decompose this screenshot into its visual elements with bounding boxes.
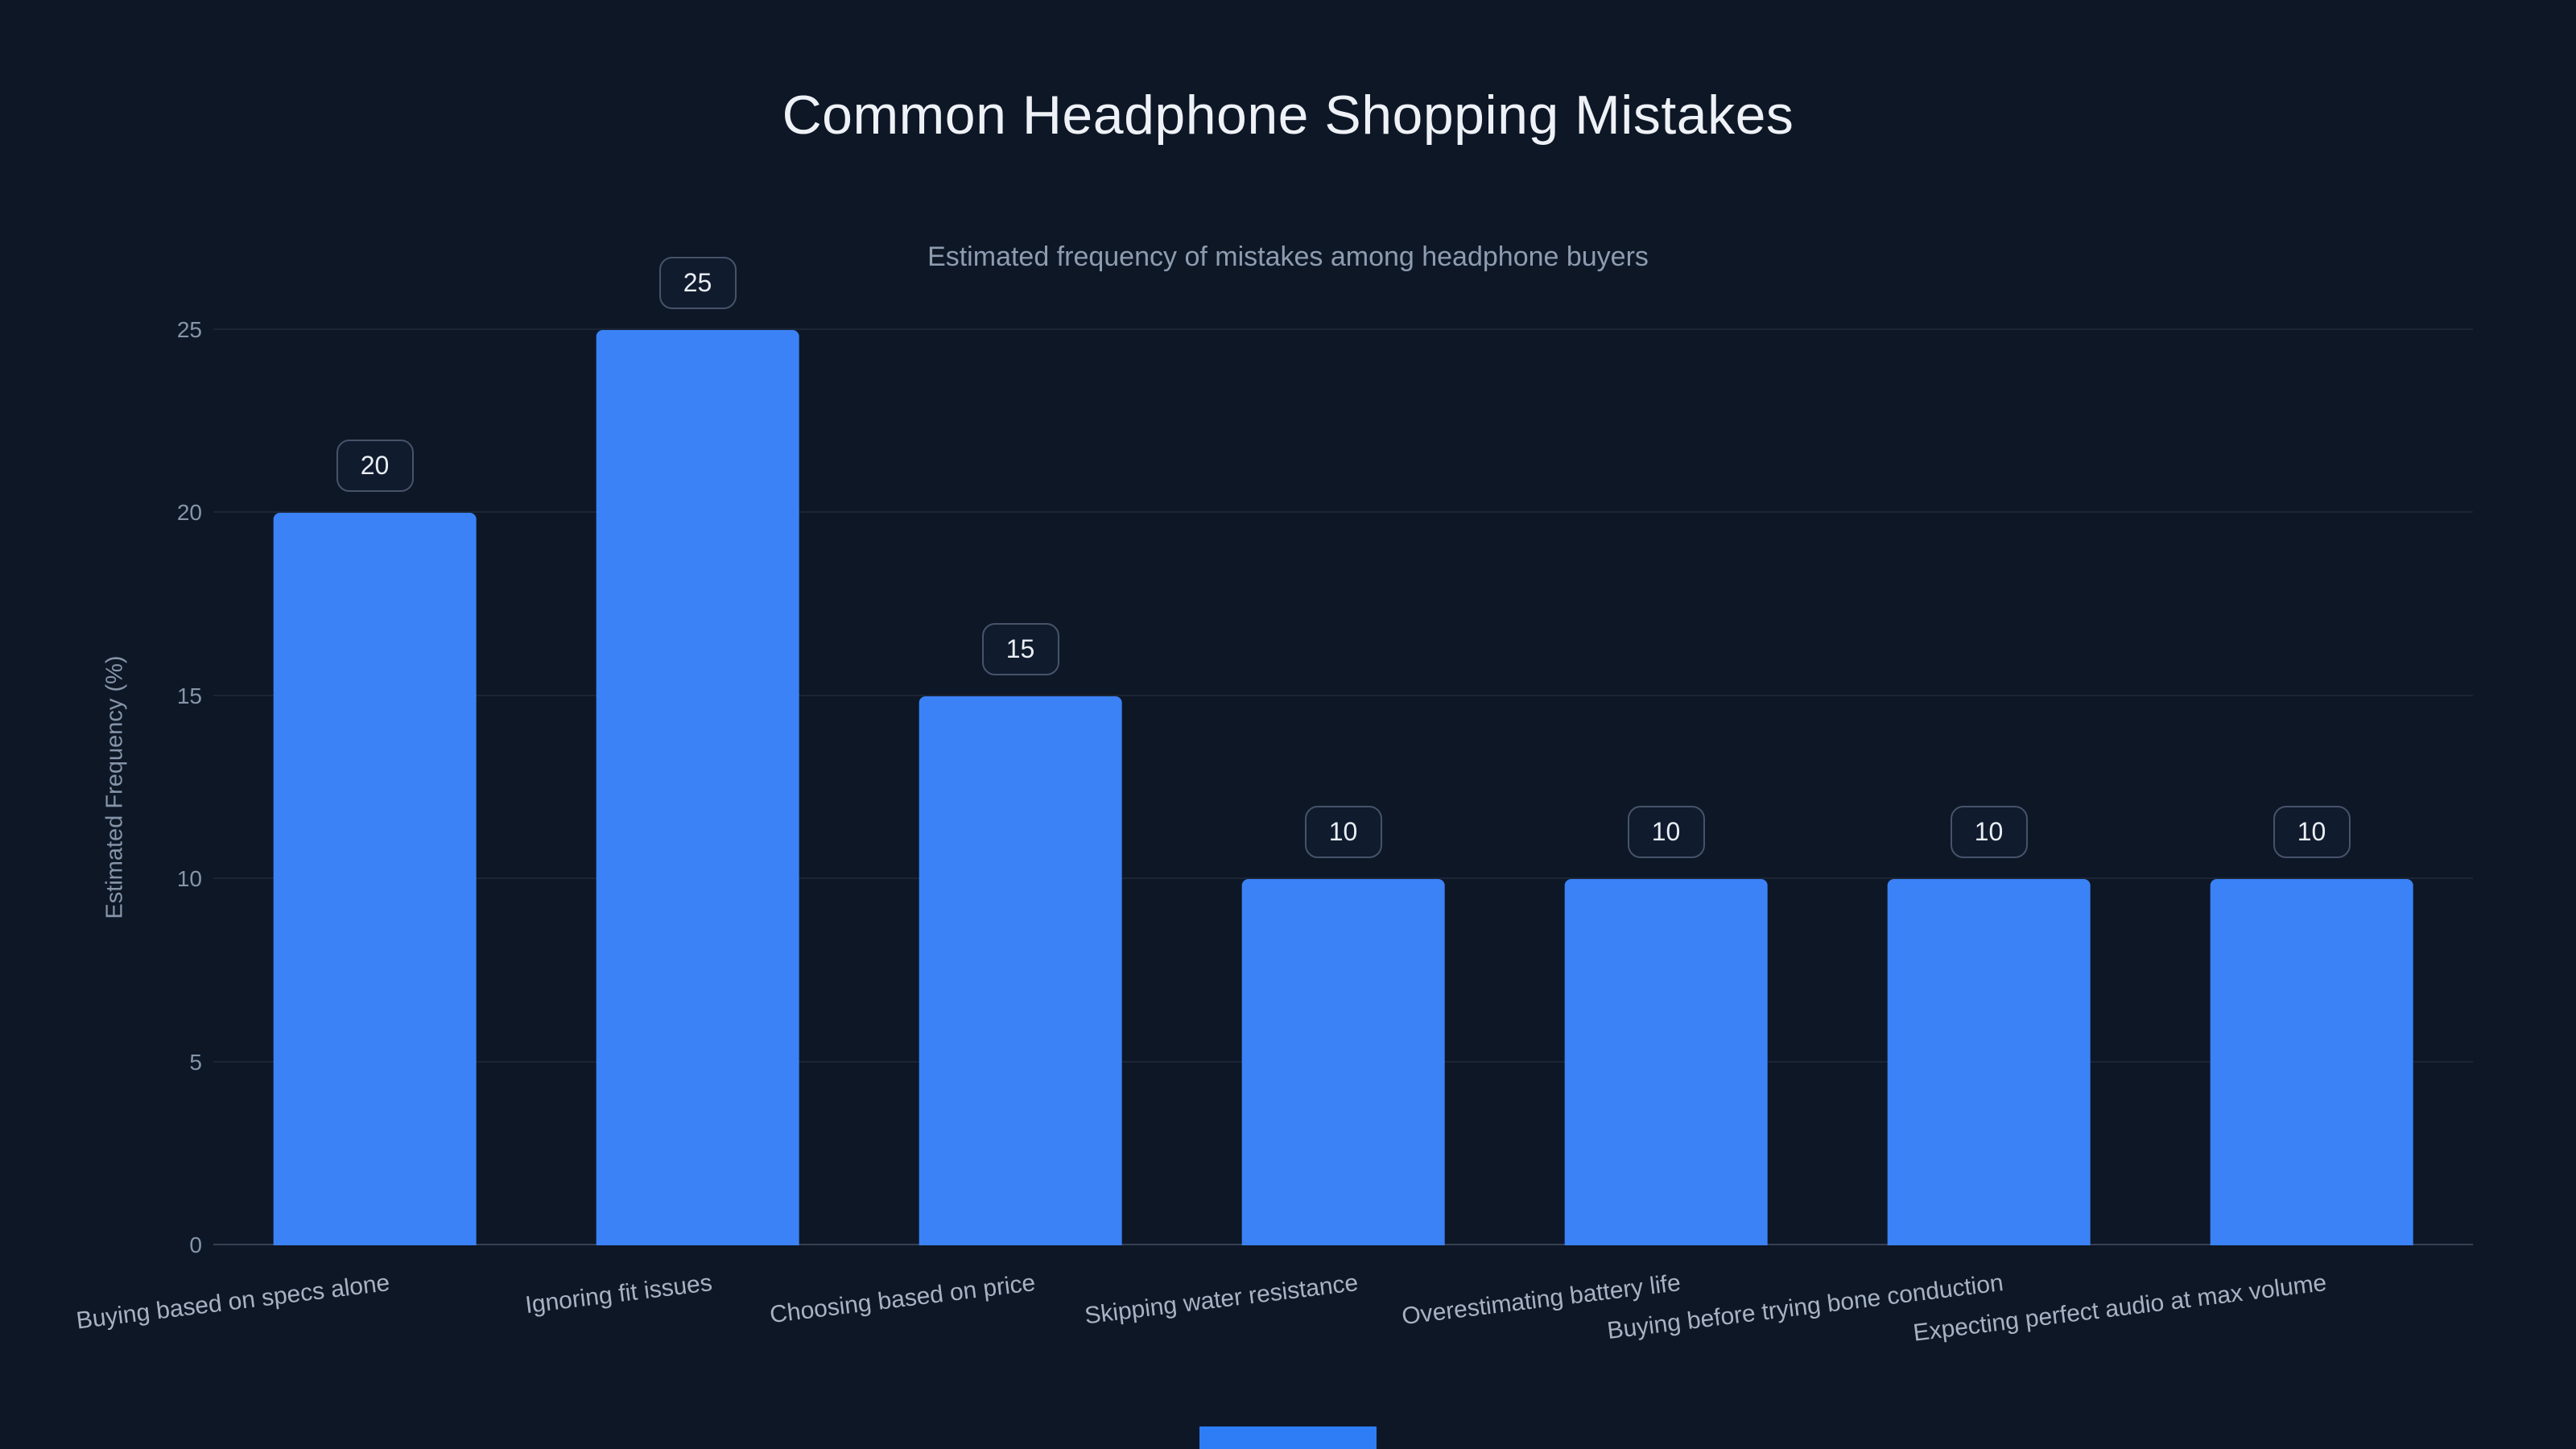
bars-container: 20 Buying based on specs alone 25 Ignoring … <box>74 257 2473 1347</box>
bar <box>1564 879 1768 1245</box>
y-tick-label: 20 <box>176 500 202 526</box>
bar-slot: 25 Ignoring fit issues <box>524 257 859 1319</box>
x-axis-label: Ignoring fit issues <box>523 1269 714 1319</box>
bar <box>1241 879 1445 1245</box>
value-badge: 15 <box>981 622 1059 675</box>
y-tick-label: 15 <box>176 683 202 708</box>
value-badge: 20 <box>336 440 414 493</box>
x-axis-label: Buying based on specs alone <box>74 1269 391 1335</box>
bar <box>273 513 477 1245</box>
bar-slot: 15 Choosing based on price <box>768 330 1182 1328</box>
y-tick-label: 25 <box>176 317 202 342</box>
value-badge: 10 <box>1950 806 2028 859</box>
bar-slot: 10 Expecting perfect audio at max volume <box>1911 330 2473 1347</box>
bar <box>1887 879 2091 1245</box>
footer-accent-bar <box>1199 1426 1377 1449</box>
value-badge: 25 <box>658 257 737 309</box>
x-axis-label: Skipping water resistance <box>1083 1269 1360 1330</box>
bar-slot: 10 Buying before trying bone conduction <box>1606 330 2150 1344</box>
bar <box>919 696 1122 1245</box>
plot-area: 0 5 10 15 20 25 20 Buying based on specs alone 2… <box>74 257 2473 1347</box>
bar <box>2210 879 2413 1245</box>
y-axis-title: Estimated Frequency (%) <box>101 655 128 919</box>
value-badge: 10 <box>1627 806 1705 859</box>
x-axis-label: Choosing based on price <box>768 1269 1037 1329</box>
gridline <box>213 328 2473 330</box>
y-tick-label: 10 <box>176 866 202 892</box>
chart-subtitle: Estimated frequency of mistakes among he… <box>927 242 1649 272</box>
value-badge: 10 <box>2273 806 2351 859</box>
bar-slot: 10 Overestimating battery life <box>1401 330 1827 1330</box>
gridline <box>213 877 2473 880</box>
gridline <box>213 511 2473 514</box>
bar <box>596 330 799 1245</box>
bar-slot: 10 Skipping water resistance <box>1083 330 1505 1329</box>
value-badge: 10 <box>1304 806 1382 859</box>
gridline <box>213 694 2473 696</box>
bar-slot: 20 Buying based on specs alone <box>74 330 536 1335</box>
y-tick-label: 0 <box>189 1232 202 1257</box>
chart-title: Common Headphone Shopping Mistakes <box>782 85 1794 146</box>
y-tick-label: 5 <box>189 1049 202 1075</box>
